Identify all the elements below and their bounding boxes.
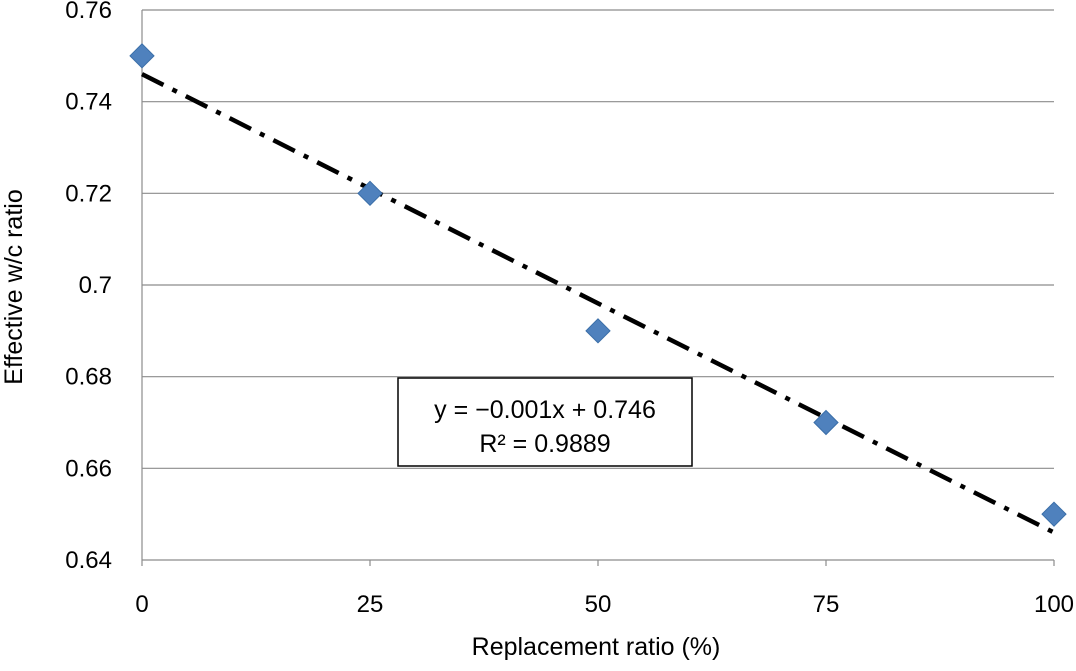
y-tick-label: 0.66: [65, 455, 112, 482]
y-tick-label: 0.72: [65, 180, 112, 207]
y-tick-label: 0.74: [65, 89, 112, 116]
trendline-equation-box: y = −0.001x + 0.746 R² = 0.9889: [397, 377, 693, 467]
trendline-layer: [140, 72, 1056, 535]
data-points: [129, 43, 1067, 527]
x-tick-label: 0: [135, 591, 148, 618]
y-tick-label: 0.68: [65, 364, 112, 391]
x-axis-title: Replacement ratio (%): [472, 633, 721, 661]
tick-labels: 0.64 0.66 0.68 0.7 0.72 0.74 0.76 0 25 50 75 100: [65, 0, 1074, 618]
axes: [141, 10, 1055, 566]
x-tick-label: 100: [1034, 591, 1074, 618]
x-tick-label: 50: [585, 591, 612, 618]
y-axis-title: Effective w/c ratio: [0, 189, 28, 384]
y-tick-label: 0.7: [79, 272, 112, 299]
y-tick-label: 0.76: [65, 0, 112, 24]
data-point-diamond: [357, 180, 383, 207]
data-point-diamond: [129, 43, 155, 69]
x-tick-label: 25: [357, 591, 384, 618]
data-point-diamond: [813, 409, 839, 436]
r-squared-label: R² = 0.9889: [479, 430, 610, 458]
x-tick-label: 75: [813, 591, 840, 618]
data-point-diamond: [1041, 501, 1067, 527]
gridlines: [142, 9, 1054, 561]
trendline: [140, 72, 1056, 535]
trendline-equation: y = −0.001x + 0.746: [434, 396, 656, 424]
y-tick-label: 0.64: [65, 547, 112, 574]
data-point-diamond: [585, 318, 611, 344]
equation-box-frame: [397, 377, 693, 467]
